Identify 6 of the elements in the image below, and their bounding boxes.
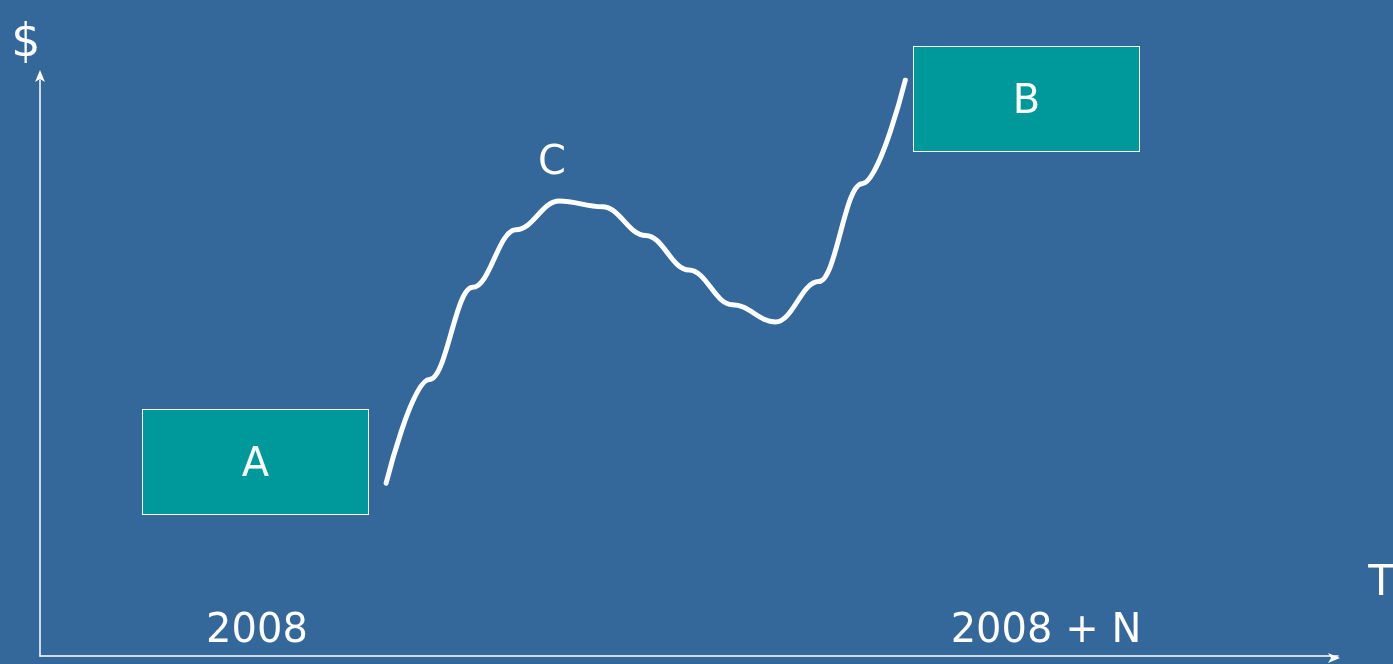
annotation: 2008 + N xyxy=(950,605,1142,651)
label-box: A xyxy=(142,409,369,515)
annotation: 2008 xyxy=(206,605,308,651)
label-box: B xyxy=(913,46,1140,152)
y-axis-title: $ xyxy=(11,13,41,67)
annotation: C xyxy=(538,137,566,183)
